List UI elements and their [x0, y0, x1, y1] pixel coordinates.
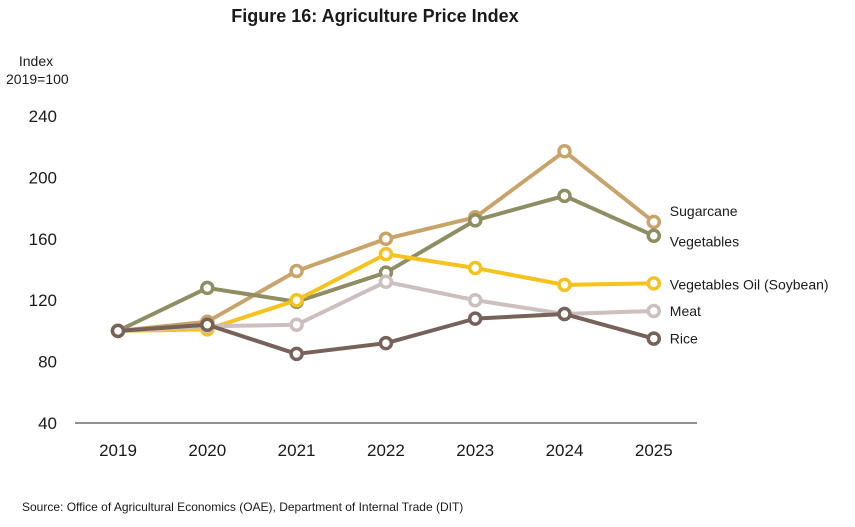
data-point: [289, 317, 304, 333]
data-point: [557, 306, 572, 322]
y-tick-label: 160: [29, 230, 57, 249]
x-tick-label: 2021: [278, 441, 316, 460]
x-tick-label: 2019: [99, 441, 137, 460]
source-note: Source: Office of Agricultural Economics…: [22, 500, 464, 514]
x-tick-label: 2025: [635, 441, 673, 460]
data-point: [467, 213, 483, 228]
y-ticks: 40 80 120 160 200 240: [29, 107, 57, 433]
data-point: [467, 292, 483, 308]
series-end-label: Sugarcane: [670, 203, 738, 219]
data-point: [378, 274, 394, 290]
data-point: [646, 276, 662, 291]
y-tick-label: 120: [29, 291, 57, 310]
series-end-label: Meat: [670, 303, 701, 319]
x-tick-label: 2023: [456, 441, 494, 460]
data-point: [557, 144, 572, 159]
data-point: [289, 346, 304, 362]
series-lines: [110, 144, 662, 362]
y-axis-label-line1: Index: [18, 53, 54, 69]
data-point: [646, 331, 662, 346]
data-point: [467, 260, 483, 276]
y-axis-label-line2: 2019=100: [6, 71, 69, 87]
series-rice: [110, 306, 662, 362]
data-point: [289, 263, 304, 279]
data-point: [200, 317, 215, 333]
series-end-label: Vegetables: [670, 234, 739, 250]
data-point: [110, 323, 126, 339]
series-sugarcane: [110, 144, 662, 339]
data-point: [646, 228, 662, 243]
data-point: [378, 231, 394, 247]
series-end-label: Rice: [670, 331, 698, 347]
y-tick-label: 40: [38, 414, 57, 433]
series-end-label: Vegetables Oil (Soybean): [670, 276, 829, 292]
x-tick-label: 2024: [546, 441, 584, 460]
y-tick-label: 240: [29, 107, 57, 126]
data-point: [557, 277, 572, 293]
data-point: [467, 311, 483, 326]
data-point: [646, 303, 662, 319]
series-line: [117, 193, 655, 333]
data-point: [646, 214, 662, 230]
data-point: [557, 188, 572, 204]
data-point: [200, 280, 215, 296]
chart-title: Figure 16: Agriculture Price Index: [231, 6, 519, 26]
y-tick-label: 80: [38, 353, 57, 372]
x-tick-label: 2022: [367, 441, 405, 460]
data-point: [378, 335, 394, 351]
y-axis-label: Index 2019=100: [6, 52, 69, 88]
x-ticks: 2019 2020 2021 2022 2023 2024 2025: [99, 441, 673, 460]
data-point: [289, 292, 304, 308]
series-labels: Sugarcane Vegetables Vegetables Oil (Soybe…: [670, 203, 829, 347]
y-tick-label: 200: [29, 168, 57, 187]
x-tick-label: 2020: [188, 441, 226, 460]
data-point: [378, 246, 394, 262]
